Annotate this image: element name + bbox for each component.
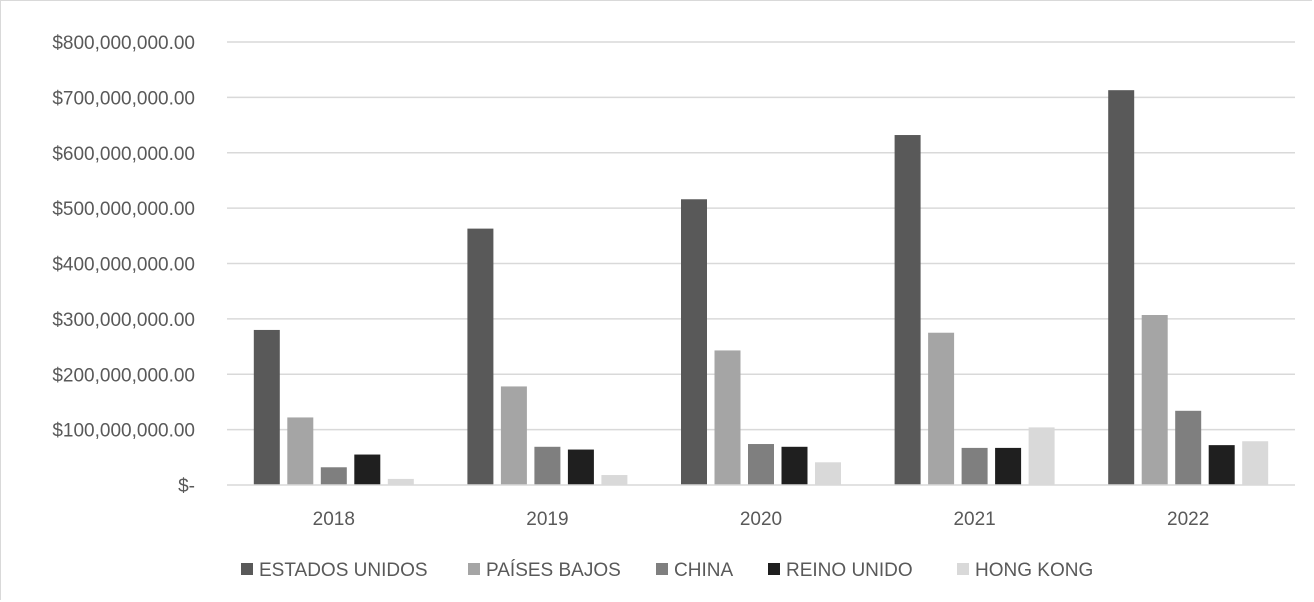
legend-swatch xyxy=(768,563,780,575)
y-tick-label: $500,000,000.00 xyxy=(52,199,195,220)
legend-label: PAÍSES BAJOS xyxy=(486,560,621,581)
bar xyxy=(467,228,494,485)
y-tick-label: $300,000,000.00 xyxy=(52,310,195,331)
bar xyxy=(287,417,314,485)
y-tick-label: $600,000,000.00 xyxy=(52,144,195,165)
bar xyxy=(253,329,280,485)
y-tick-label: $- xyxy=(178,476,195,497)
bar xyxy=(1242,441,1269,485)
bar xyxy=(995,447,1022,485)
y-axis-ticks: $- $100,000,000.00 $200,000,000.00 $300,000… xyxy=(52,33,195,497)
legend-label: ESTADOS UNIDOS xyxy=(259,560,428,581)
bar xyxy=(928,332,955,485)
legend-label: CHINA xyxy=(674,560,733,581)
legend-label: HONG KONG xyxy=(975,560,1093,581)
x-tick-label: 2020 xyxy=(740,509,782,530)
bar xyxy=(1141,314,1168,485)
legend-label: REINO UNIDO xyxy=(786,560,913,581)
bar xyxy=(354,454,381,485)
y-tick-label: $800,000,000.00 xyxy=(52,33,195,54)
bar xyxy=(1028,427,1055,485)
gridlines xyxy=(227,41,1295,431)
bar xyxy=(1208,445,1235,485)
x-axis-ticks: 2018 2019 2020 2021 2022 xyxy=(313,509,1210,530)
bar xyxy=(748,444,774,485)
bar xyxy=(567,449,594,485)
legend-swatch xyxy=(468,563,480,575)
bar xyxy=(894,135,921,485)
y-tick-label: $400,000,000.00 xyxy=(52,255,195,276)
bar xyxy=(500,386,527,485)
bar xyxy=(1108,90,1135,486)
bar xyxy=(601,475,628,485)
bar xyxy=(320,467,347,485)
legend-swatch xyxy=(656,563,668,575)
bar xyxy=(961,447,988,485)
y-tick-label: $100,000,000.00 xyxy=(52,421,195,442)
bars xyxy=(253,90,1269,486)
x-tick-label: 2018 xyxy=(313,509,355,530)
bar xyxy=(781,446,808,485)
bar xyxy=(681,199,707,485)
y-tick-label: $200,000,000.00 xyxy=(52,365,195,386)
x-tick-label: 2021 xyxy=(953,509,995,530)
x-tick-label: 2022 xyxy=(1167,509,1209,530)
bar xyxy=(815,462,841,485)
bar xyxy=(714,350,741,485)
legend-swatch xyxy=(241,563,253,575)
legend-swatch xyxy=(957,563,969,575)
bar xyxy=(534,446,561,485)
y-tick-label: $700,000,000.00 xyxy=(52,88,195,109)
x-tick-label: 2019 xyxy=(526,509,568,530)
legend: ESTADOS UNIDOS PAÍSES BAJOS CHINA REINO UNI… xyxy=(241,560,1093,581)
bar xyxy=(387,478,414,485)
bar xyxy=(1175,410,1202,485)
